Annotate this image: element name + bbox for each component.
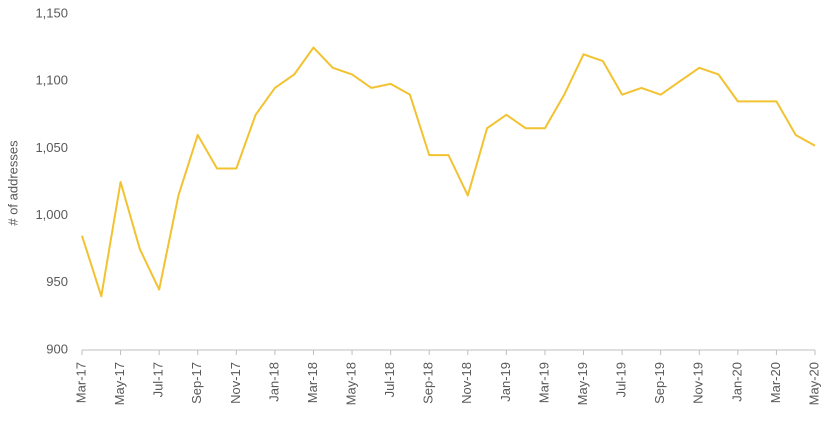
x-tick-label: Mar-17 xyxy=(73,362,88,403)
x-tick-label: Jul-19 xyxy=(614,362,629,397)
x-tick-label: Sep-19 xyxy=(652,362,667,404)
x-tick-label: Jul-17 xyxy=(151,362,166,397)
x-tick-label: Mar-19 xyxy=(536,362,551,403)
x-tick-label: Nov-19 xyxy=(691,362,706,404)
x-tick-label: May-20 xyxy=(806,362,821,405)
x-tick-label: Nov-17 xyxy=(228,362,243,404)
x-tick-label: Sep-17 xyxy=(189,362,204,404)
x-tick-label: Sep-18 xyxy=(421,362,436,404)
data-line xyxy=(81,46,816,298)
x-tick-label: Jan-19 xyxy=(498,362,513,402)
x-tick-label: Mar-20 xyxy=(768,362,783,403)
y-tick-label: 1,050 xyxy=(35,140,68,155)
y-tick-label: 950 xyxy=(46,274,68,289)
x-tick-label: May-18 xyxy=(343,362,358,405)
x-tick-label: May-19 xyxy=(575,362,590,405)
x-tick-label: Mar-18 xyxy=(305,362,320,403)
y-tick-label: 1,000 xyxy=(35,207,68,222)
y-axis-label: # of addresses xyxy=(5,140,20,226)
x-tick-label: Nov-18 xyxy=(459,362,474,404)
y-tick-label: 900 xyxy=(46,341,68,356)
x-tick-label: May-17 xyxy=(112,362,127,405)
y-tick-label: 1,150 xyxy=(35,5,68,20)
y-tick-label: 1,100 xyxy=(35,73,68,88)
x-tick-label: Jan-18 xyxy=(266,362,281,402)
x-tick-label: Jul-18 xyxy=(382,362,397,397)
x-tick-label: Jan-20 xyxy=(729,362,744,402)
